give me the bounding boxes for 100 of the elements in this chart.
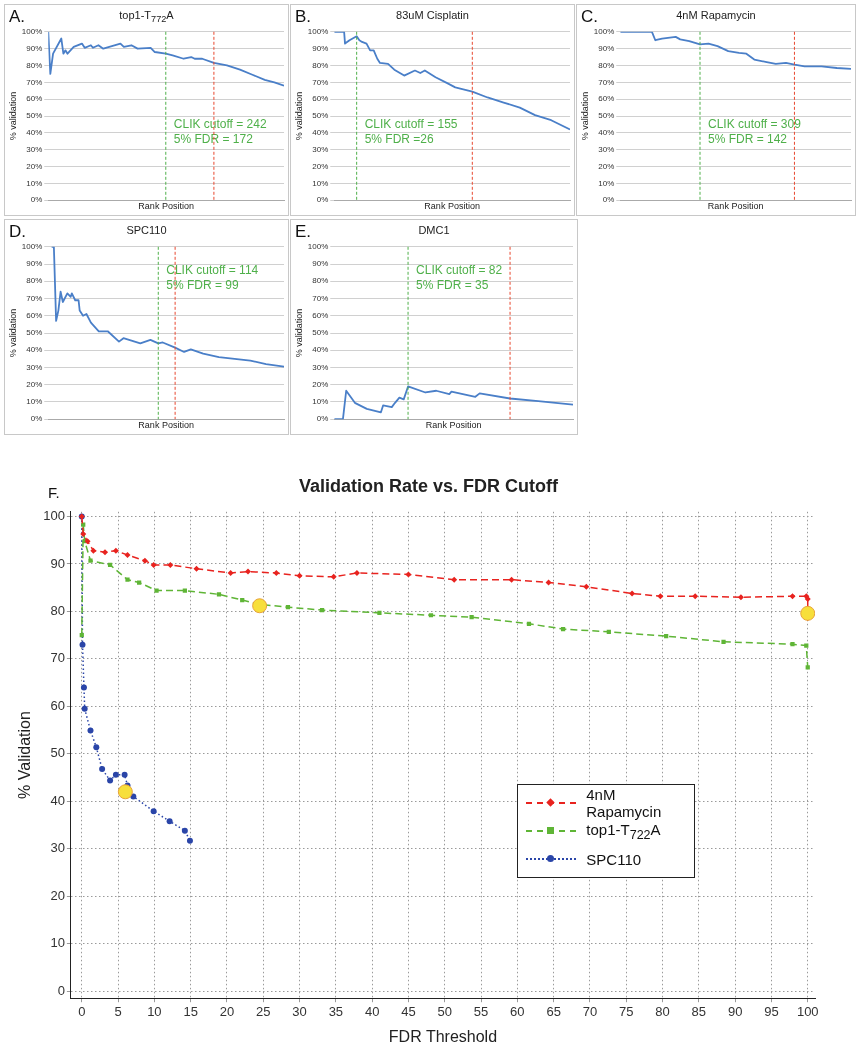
y-tick-label: 10%: [598, 178, 615, 188]
y-tick-label: 100%: [21, 27, 43, 36]
y-tick-label: 10%: [26, 178, 43, 188]
y-tick-label: 50%: [312, 111, 329, 121]
y-tick-label: 70%: [312, 293, 329, 303]
x-tick-label: 15: [183, 1003, 198, 1019]
ref-line-label: CLIK cutoff = 82: [416, 263, 503, 278]
x-tick-label: 100: [796, 1003, 819, 1019]
y-tick-label: 80%: [26, 276, 43, 286]
x-tick-label: 40: [364, 1003, 380, 1019]
y-tick-label: 30%: [26, 144, 43, 154]
y-tick-label: 10%: [312, 397, 329, 407]
y-tick-label: 40%: [26, 128, 43, 138]
y-tick-label: 50%: [312, 328, 329, 338]
y-tick-label: 70%: [312, 77, 329, 87]
y-tick-label: 0%: [602, 195, 615, 205]
y-tick-label: 100: [43, 508, 65, 524]
text: B.: [295, 7, 312, 27]
y-tick-label: 0%: [316, 195, 329, 205]
y-tick-label: 20%: [598, 161, 615, 171]
y-axis-title: % validation: [579, 91, 590, 141]
x-axis-title: FDR Threshold: [388, 1027, 498, 1045]
y-tick-label: 80%: [312, 276, 329, 286]
y-tick-label: 20: [50, 887, 65, 903]
y-tick-label: 70%: [26, 293, 43, 303]
y-tick-label: 60%: [26, 310, 43, 320]
x-tick-label: 85: [691, 1003, 707, 1019]
y-tick-label: 70%: [26, 77, 43, 87]
y-tick-label: 30%: [312, 362, 329, 372]
y-tick-label: 90%: [598, 43, 615, 53]
y-tick-label: 90%: [312, 43, 329, 53]
y-tick-label: 20%: [26, 161, 43, 171]
ref-line-label: CLIK cutoff = 309: [708, 116, 802, 131]
text: A.: [9, 7, 26, 27]
y-tick-label: 60%: [312, 310, 329, 320]
y-tick-label: 50%: [26, 328, 43, 338]
y-tick-label: 80%: [312, 60, 329, 70]
y-tick-label: 30%: [598, 144, 615, 154]
y-tick-label: 20%: [312, 379, 329, 389]
ref-line-label: 5% FDR = 172: [173, 131, 254, 146]
x-tick-label: 65: [546, 1003, 561, 1019]
y-tick-label: 40%: [26, 345, 43, 355]
chart-title: top1-T$_{772}$A: [119, 9, 174, 25]
y-tick-label: 30%: [26, 362, 43, 372]
y-tick-label: 80%: [26, 60, 43, 70]
y-tick-label: 90%: [26, 259, 43, 269]
ref-line-label: 5% FDR =26: [364, 131, 435, 146]
y-tick-label: 20%: [26, 379, 43, 389]
x-tick-label: 90: [727, 1003, 743, 1019]
y-tick-label: 50%: [26, 111, 43, 121]
x-axis-title: Rank Position: [425, 420, 482, 431]
y-tick-label: 60%: [26, 94, 43, 104]
y-tick-label: 40%: [312, 345, 329, 355]
y-tick-label: 90%: [312, 259, 329, 269]
y-tick-label: 40: [50, 792, 65, 808]
text: F.: [48, 484, 60, 501]
y-axis-title: % validation: [293, 308, 304, 358]
y-tick-label: 20%: [312, 161, 329, 171]
x-tick-label: 20: [219, 1003, 235, 1019]
y-tick-label: 100%: [21, 242, 43, 251]
x-tick-label: 50: [437, 1003, 452, 1019]
x-tick-label: 70: [582, 1003, 598, 1019]
chart-title: Validation Rate vs. FDR Cutoff: [298, 476, 559, 496]
legend-label: SPC110: [586, 850, 642, 868]
y-tick-label: 40%: [312, 128, 329, 138]
y-tick-label: 0%: [316, 414, 329, 424]
text: D.: [9, 222, 26, 242]
ref-line-label: 5% FDR = 142: [708, 131, 788, 146]
y-tick-label: 10%: [26, 397, 43, 407]
y-tick-label: 50: [50, 745, 65, 761]
x-tick-label: 80: [655, 1003, 670, 1019]
x-tick-label: 75: [619, 1003, 634, 1019]
ref-line-label: 5% FDR = 99: [166, 278, 239, 293]
y-tick-label: 30%: [312, 144, 329, 154]
chart-title: 4nM Rapamycin: [676, 9, 756, 21]
ref-line-label: CLIK cutoff = 242: [173, 116, 267, 131]
x-tick-label: 5: [114, 1003, 122, 1019]
y-tick-label: 90%: [26, 43, 43, 53]
legend-label: top1-T$_{722}$A: [586, 820, 661, 842]
y-axis-title: % validation: [293, 91, 304, 141]
x-axis-title: Rank Position: [138, 420, 194, 431]
x-tick-label: 45: [401, 1003, 416, 1019]
y-tick-label: 0%: [30, 414, 43, 424]
y-axis-title: % Validation: [16, 711, 34, 799]
ref-line-label: CLIK cutoff = 114: [166, 263, 259, 278]
x-tick-label: 95: [764, 1003, 779, 1019]
y-axis-title: % validation: [7, 91, 18, 141]
y-tick-label: 10%: [312, 178, 329, 188]
ref-line-label: CLIK cutoff = 155: [364, 116, 458, 131]
x-tick-label: 35: [328, 1003, 344, 1019]
text: E.: [295, 222, 312, 242]
x-axis-title: Rank Position: [424, 201, 480, 212]
x-tick-label: 25: [256, 1003, 271, 1019]
ref-line-label: 5% FDR = 35: [416, 278, 489, 293]
y-tick-label: 30: [50, 840, 65, 856]
y-tick-label: 100%: [307, 27, 329, 36]
y-tick-label: 60%: [598, 94, 615, 104]
y-tick-label: 70: [50, 650, 65, 666]
x-axis-title: Rank Position: [138, 201, 194, 212]
chart-title: 83uM Cisplatin: [396, 9, 469, 21]
